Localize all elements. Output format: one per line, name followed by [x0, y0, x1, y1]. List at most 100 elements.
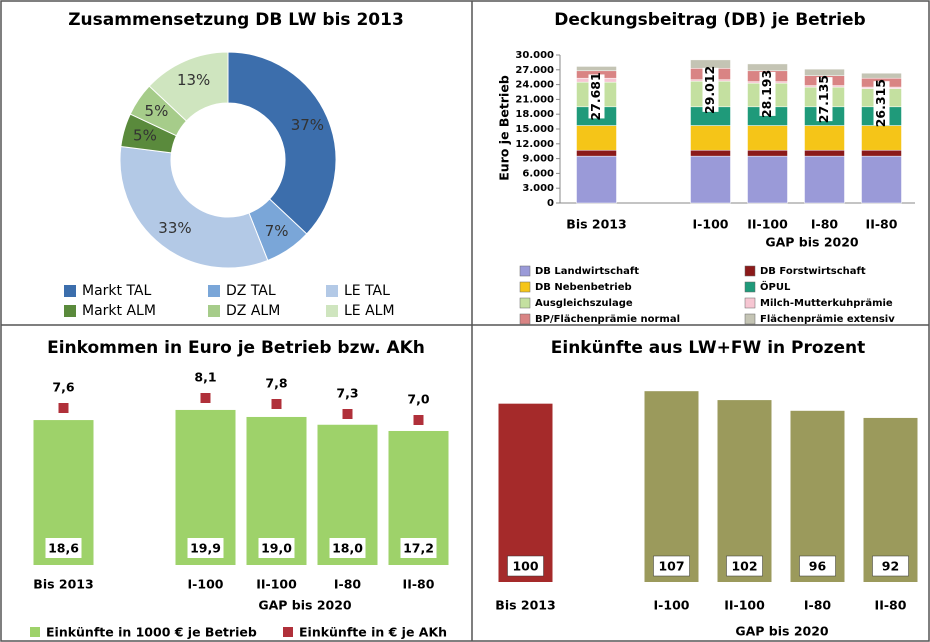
legend-swatch: [744, 265, 756, 277]
bar: [863, 417, 918, 582]
y-tick-label: 18.000: [515, 109, 554, 120]
data-label: 18,0: [332, 541, 363, 556]
data-label: 7%: [265, 222, 289, 240]
label-box: [187, 538, 224, 558]
y-tick-label: 6.000: [522, 168, 554, 179]
x-tick-label: I-100: [654, 598, 690, 613]
bar-segment: [861, 72, 902, 79]
total-label: 29.012: [702, 66, 717, 114]
legend-swatch: [744, 297, 756, 309]
data-label: 96: [809, 559, 827, 574]
bar-segment: [747, 155, 788, 204]
bar: [790, 410, 845, 582]
legend-label: Milch-Mutterkuhprämie: [760, 298, 893, 309]
donut-segment: [148, 51, 229, 122]
bar-segment: [690, 149, 731, 157]
bar-segment: [747, 125, 788, 151]
bar-segment: [861, 155, 902, 204]
total-label: 26.315: [873, 79, 888, 127]
legend-label: LE TAL: [344, 283, 390, 299]
bar-segment: [576, 125, 617, 151]
bar-segment: [690, 155, 731, 204]
legend-swatch: [744, 313, 756, 325]
data-label: 18,6: [48, 541, 79, 556]
donut-segment: [227, 51, 337, 235]
data-label: 13%: [177, 71, 210, 89]
x-tick-label: Bis 2013: [33, 577, 93, 592]
label-box: [507, 555, 544, 577]
data-label: 19,0: [261, 541, 292, 556]
y-tick-label: 21.000: [515, 94, 554, 105]
marker: [413, 415, 424, 425]
bar-segment: [576, 66, 617, 72]
x-tick-label: II-80: [875, 598, 907, 613]
legend-label: DB Nebenbetrieb: [535, 282, 632, 293]
total-label: 28.193: [759, 70, 774, 118]
y-tick-label: 3.000: [522, 183, 554, 194]
x-axis-title: GAP bis 2020: [765, 235, 859, 250]
x-tick-label: II-80: [866, 217, 898, 232]
x-axis-title: GAP bis 2020: [735, 624, 829, 639]
marker: [200, 393, 211, 403]
x-tick-label: II-80: [403, 577, 435, 592]
legend-swatch: [519, 297, 531, 309]
bar-segment: [861, 125, 902, 151]
legend-swatch: [519, 313, 531, 325]
bar-segment: [804, 125, 845, 151]
data-label: 7,3: [336, 386, 358, 401]
chart-title: Zusammensetzung DB LW bis 2013: [68, 10, 404, 30]
marker: [271, 399, 282, 409]
legend-swatch: [744, 281, 756, 293]
legend-label: DZ ALM: [226, 303, 280, 319]
data-label: 19,9: [190, 541, 221, 556]
total-label: 27.135: [816, 75, 831, 123]
data-label: 5%: [133, 126, 157, 144]
legend-label: DB Forstwirtschaft: [760, 266, 866, 277]
legend-swatch: [64, 285, 76, 297]
total-label: 27.681: [588, 72, 603, 120]
chart-title: Einkünfte aus LW+FW in Prozent: [551, 338, 865, 358]
data-label: 7,8: [265, 376, 287, 391]
x-tick-label: I-100: [693, 217, 729, 232]
total-box: [759, 71, 776, 116]
y-tick-label: 15.000: [515, 124, 554, 135]
legend-swatch: [326, 285, 338, 297]
chart-title: Einkommen in Euro je Betrieb bzw. AKh: [47, 338, 425, 358]
bar-segment: [804, 68, 845, 76]
x-tick-label: I-80: [811, 217, 839, 232]
data-label: 5%: [145, 102, 169, 120]
total-box: [588, 74, 605, 119]
x-tick-label: I-100: [188, 577, 224, 592]
legend-swatch: [208, 285, 220, 297]
donut-segment: [119, 145, 269, 269]
x-tick-label: Bis 2013: [495, 598, 555, 613]
label-box: [799, 555, 836, 577]
data-label: 102: [731, 559, 757, 574]
legend-swatch: [519, 281, 531, 293]
legend-swatch: [326, 305, 338, 317]
data-label: 92: [882, 559, 899, 574]
legend-label: LE ALM: [344, 303, 395, 319]
legend-label: DB Landwirtschaft: [535, 266, 639, 277]
x-tick-label: II-100: [256, 577, 297, 592]
label-box: [726, 555, 763, 577]
data-label: 107: [658, 559, 684, 574]
label-box: [653, 555, 690, 577]
legend-swatch: [519, 265, 531, 277]
bar-segment: [747, 149, 788, 157]
bar-segment: [690, 125, 731, 151]
legend-label: ÖPUL: [760, 279, 791, 293]
x-tick-label: II-100: [724, 598, 765, 613]
total-box: [816, 77, 833, 122]
bar-segment: [804, 149, 845, 157]
x-tick-label: I-80: [334, 577, 362, 592]
legend-label: Einkünfte in € je AKh: [299, 625, 447, 640]
bar: [498, 403, 553, 582]
bar-segment: [804, 155, 845, 204]
legend-label: Einkünfte in 1000 € je Betrieb: [46, 625, 257, 640]
bar-segment: [747, 63, 788, 72]
y-tick-label: 30.000: [515, 50, 554, 61]
legend-swatch: [64, 305, 76, 317]
